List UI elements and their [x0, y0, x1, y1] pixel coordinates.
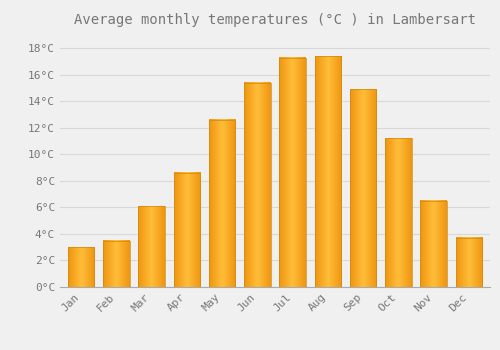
Bar — [174, 173, 200, 287]
Bar — [209, 120, 236, 287]
Bar — [103, 240, 130, 287]
Bar — [385, 139, 411, 287]
Bar — [420, 201, 447, 287]
Bar — [68, 247, 94, 287]
Bar — [350, 89, 376, 287]
Title: Average monthly temperatures (°C ) in Lambersart: Average monthly temperatures (°C ) in La… — [74, 13, 476, 27]
Bar — [314, 56, 341, 287]
Bar — [456, 238, 482, 287]
Bar — [280, 57, 306, 287]
Bar — [244, 83, 270, 287]
Bar — [138, 206, 165, 287]
